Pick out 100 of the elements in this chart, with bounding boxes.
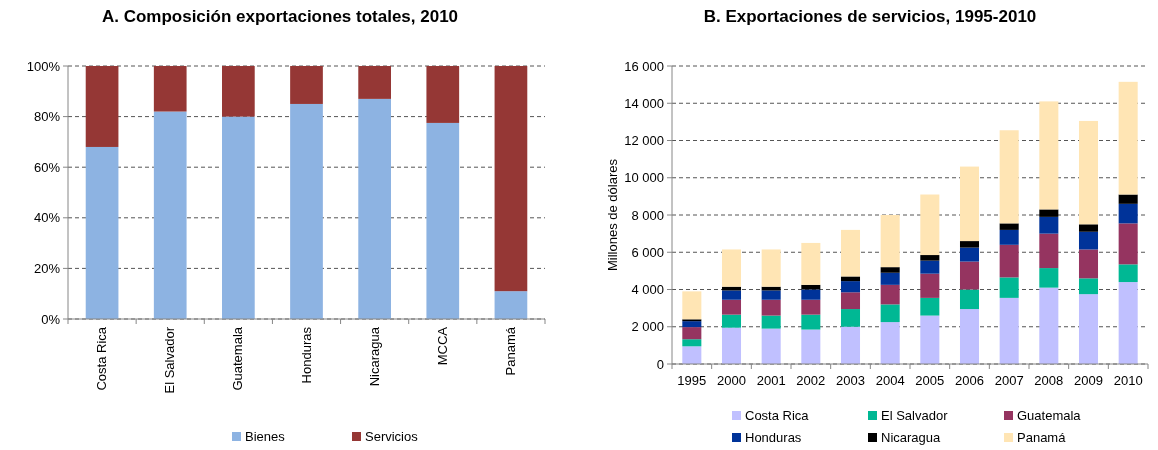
bar bbox=[290, 103, 323, 319]
bar bbox=[1078, 224, 1099, 232]
bar bbox=[801, 299, 821, 315]
bar bbox=[920, 255, 940, 261]
bar bbox=[1039, 268, 1059, 288]
y-tick-label: 60% bbox=[33, 159, 61, 175]
bar bbox=[801, 242, 821, 285]
bar bbox=[801, 314, 821, 330]
x-tick-label: 2002 bbox=[796, 373, 826, 388]
bar bbox=[761, 249, 781, 287]
bar bbox=[880, 272, 900, 285]
x-tick-label: 2009 bbox=[1074, 373, 1103, 388]
y-tick-label: 10 000 bbox=[624, 170, 664, 186]
bar bbox=[153, 66, 187, 112]
bar bbox=[999, 229, 1019, 245]
bar bbox=[494, 291, 528, 319]
bar bbox=[1118, 264, 1138, 283]
bar bbox=[1039, 233, 1059, 269]
y-tick-label: 0% bbox=[41, 311, 61, 327]
bar bbox=[1118, 223, 1138, 265]
x-tick-label: 2006 bbox=[955, 373, 984, 388]
bar bbox=[682, 339, 702, 347]
bar bbox=[959, 241, 980, 248]
bar bbox=[426, 66, 460, 123]
bar bbox=[920, 260, 940, 274]
x-tick-label: 2004 bbox=[875, 373, 905, 388]
x-tick-label: El Salvador bbox=[162, 326, 178, 394]
bar bbox=[1078, 249, 1099, 279]
bar bbox=[1078, 294, 1099, 364]
x-tick-label: 2005 bbox=[915, 373, 945, 388]
bar bbox=[840, 276, 861, 282]
bar bbox=[1039, 216, 1059, 234]
x-tick-label: Honduras bbox=[298, 326, 314, 384]
bar bbox=[999, 297, 1019, 364]
bar bbox=[85, 146, 119, 319]
legend-label: Honduras bbox=[745, 430, 802, 445]
legend-label: Guatemala bbox=[1017, 408, 1082, 423]
bar bbox=[426, 122, 460, 319]
bar bbox=[358, 66, 391, 99]
bar bbox=[801, 284, 821, 290]
bar bbox=[840, 281, 861, 293]
legend-label: Costa Rica bbox=[745, 408, 810, 423]
y-tick-label: 40% bbox=[33, 210, 61, 226]
bar bbox=[682, 291, 702, 320]
bar bbox=[840, 309, 861, 327]
bar bbox=[761, 299, 781, 316]
bar bbox=[840, 326, 861, 364]
bar bbox=[880, 215, 900, 268]
bar bbox=[153, 111, 187, 319]
bar bbox=[1078, 278, 1099, 295]
x-tick-label: 2010 bbox=[1113, 373, 1143, 388]
bar bbox=[880, 284, 900, 305]
bar bbox=[222, 116, 255, 319]
bar bbox=[920, 194, 940, 256]
bar bbox=[1118, 81, 1138, 195]
y-tick-label: 8 000 bbox=[631, 207, 664, 223]
bar bbox=[358, 98, 391, 319]
bar bbox=[761, 290, 781, 300]
bar bbox=[801, 289, 821, 300]
y-axis-title: Millones de dólares bbox=[605, 158, 620, 272]
x-tick-label: 2003 bbox=[836, 373, 865, 388]
bar bbox=[682, 327, 702, 340]
bar bbox=[1118, 282, 1138, 364]
x-tick-label: MCCA bbox=[434, 326, 450, 366]
bar bbox=[721, 314, 742, 328]
bar bbox=[682, 321, 702, 328]
bar bbox=[999, 223, 1019, 230]
y-tick-label: 12 000 bbox=[624, 133, 664, 149]
y-tick-label: 4 000 bbox=[631, 282, 664, 298]
bar bbox=[999, 277, 1019, 298]
bar bbox=[959, 289, 980, 310]
bar bbox=[959, 247, 980, 262]
bar bbox=[761, 315, 781, 329]
y-tick-label: 6 000 bbox=[631, 244, 664, 260]
bar bbox=[920, 273, 940, 298]
bar bbox=[840, 292, 861, 310]
bar bbox=[721, 290, 742, 300]
bar bbox=[721, 327, 742, 364]
x-tick-label: 2000 bbox=[717, 373, 746, 388]
bar bbox=[1039, 209, 1059, 217]
bar bbox=[959, 261, 980, 290]
bar bbox=[999, 130, 1019, 224]
chart-title: A. Composición exportaciones totales, 2010 bbox=[101, 7, 459, 26]
bar bbox=[1039, 101, 1059, 210]
bar bbox=[880, 267, 900, 273]
bar bbox=[682, 346, 702, 364]
legend-label: Panamá bbox=[1017, 430, 1067, 445]
x-tick-label: Panamá bbox=[502, 326, 518, 376]
bar bbox=[721, 299, 742, 315]
bar bbox=[999, 244, 1019, 278]
x-tick-label: Nicaragua bbox=[366, 326, 382, 387]
bar bbox=[222, 66, 255, 117]
x-tick-label: 2008 bbox=[1034, 373, 1064, 388]
bar bbox=[920, 297, 940, 316]
x-tick-label: 2001 bbox=[756, 373, 786, 388]
y-tick-label: 16 000 bbox=[624, 58, 664, 74]
bar bbox=[290, 66, 323, 104]
y-tick-label: 2 000 bbox=[631, 319, 664, 335]
bar bbox=[959, 309, 980, 364]
y-tick-label: 0 bbox=[656, 356, 664, 372]
